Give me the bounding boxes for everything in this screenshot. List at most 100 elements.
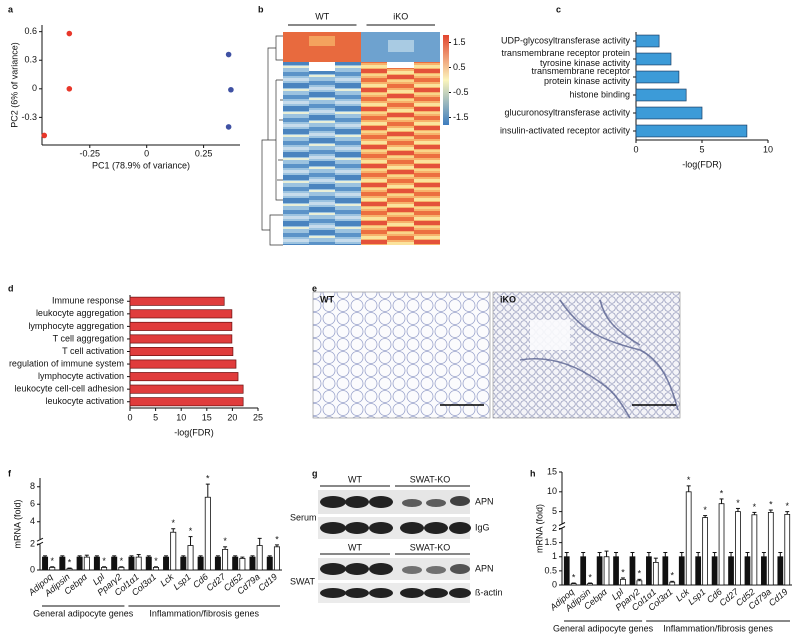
significance-mark: * <box>588 572 592 582</box>
x-axis-label: PC1 (78.9% of variance) <box>92 160 190 170</box>
group-label: Inflammation/fibrosis genes <box>149 608 259 618</box>
y-tick-label: 15 <box>547 466 557 476</box>
row-label: SWAT <box>290 576 315 586</box>
significance-mark: * <box>189 526 193 536</box>
bar <box>129 372 239 382</box>
bar <box>603 556 610 586</box>
x-axis-label: -log(FDR) <box>682 159 722 169</box>
bar <box>735 511 741 586</box>
band-label: ß-actin <box>475 587 503 597</box>
row-label: Serum <box>290 512 317 522</box>
bar <box>83 556 90 571</box>
significance-mark: * <box>120 556 124 566</box>
bar <box>635 88 687 102</box>
group-label: iKO <box>393 11 408 21</box>
group-label: WT <box>348 474 362 484</box>
bar <box>635 34 660 48</box>
bar <box>702 517 708 586</box>
bar <box>695 556 702 586</box>
y-tick-label: 0.6 <box>24 26 37 36</box>
bar <box>145 556 152 571</box>
panel-label: f <box>8 468 12 478</box>
bar <box>135 556 142 571</box>
group-label: SWAT-KO <box>410 474 451 484</box>
image-label: WT <box>320 294 334 304</box>
colorbar <box>443 35 449 125</box>
bar <box>129 321 233 331</box>
significance-mark: * <box>50 556 54 566</box>
group-label: WT <box>348 542 362 552</box>
bar <box>635 106 703 120</box>
point <box>66 86 73 92</box>
bar <box>718 503 725 586</box>
bar <box>587 583 593 586</box>
image-label: iKO <box>500 294 516 304</box>
significance-mark: * <box>670 571 674 581</box>
y-tick-label: 1 <box>552 551 557 561</box>
y-tick-label: 0.5 <box>544 565 557 575</box>
point <box>225 124 232 130</box>
point <box>41 132 48 139</box>
category-label: lymphocyte aggregation <box>28 321 124 331</box>
category-label: leukocyte activation <box>45 396 124 406</box>
significance-mark: * <box>572 572 576 582</box>
histology-images: WT iKO <box>312 291 681 419</box>
y-tick-label: 2 <box>30 539 35 549</box>
bar <box>635 124 748 138</box>
category-label: insulin-activated receptor activity <box>500 125 631 135</box>
category-label: Lsp1 <box>171 572 192 592</box>
bar <box>180 556 187 571</box>
axis-break <box>558 522 566 526</box>
point <box>225 51 232 58</box>
western-blots: g WT SWAT-KO APN IgG Serum WT SWAT-KO AP… <box>290 468 503 603</box>
bar <box>580 556 587 586</box>
x-tick-label: 0 <box>633 144 638 154</box>
bar <box>777 556 784 586</box>
category-label: Cd19 <box>256 572 279 593</box>
colorbar-tick-label: -0.5 <box>453 87 469 97</box>
colorbar-tick-label: 0.5 <box>453 62 466 72</box>
y-tick-label: 0.3 <box>24 55 37 65</box>
group-label: General adipocyte genes <box>553 623 654 633</box>
bar <box>613 556 619 586</box>
heatmap-body <box>261 32 440 254</box>
significance-mark: * <box>102 556 106 566</box>
y-tick-label: 0 <box>30 564 35 574</box>
bar <box>152 567 159 571</box>
y-axis-label: mRNA (fold) <box>534 504 544 553</box>
bar <box>646 556 652 586</box>
band-label: APN <box>475 563 494 573</box>
bar <box>570 583 577 586</box>
panel-label: c <box>556 4 561 14</box>
y-tick-label: 5 <box>552 506 557 516</box>
bar <box>761 556 767 586</box>
bar <box>222 548 229 571</box>
category-label: glucuronosyltransferase activity <box>504 107 630 117</box>
significance-mark: * <box>785 501 789 511</box>
bar <box>249 556 256 571</box>
significance-mark: * <box>621 567 625 577</box>
category-label: leukocyte cell-cell adhesion <box>14 384 124 394</box>
bar <box>197 556 204 571</box>
x-tick-label: 0 <box>127 412 132 422</box>
colorbar-tick-label: 1.5 <box>453 37 466 47</box>
bar <box>214 556 221 571</box>
y-tick-label: 2 <box>552 523 557 533</box>
y-axis-label: mRNA (fold) <box>12 499 22 548</box>
y-tick-label: 1.5 <box>544 537 557 547</box>
x-tick-label: -0.25 <box>80 148 101 158</box>
y-tick-label: 8 <box>30 481 35 491</box>
point <box>228 86 234 93</box>
bar <box>129 359 237 369</box>
category-label: Cd19 <box>767 587 790 608</box>
significance-mark: * <box>769 499 773 509</box>
x-tick-label: 5 <box>699 144 704 154</box>
category-label: T cell activation <box>62 346 124 356</box>
bar <box>66 568 73 571</box>
bar <box>563 556 570 586</box>
y-axis-label: PC2 (6% of variance) <box>9 42 19 128</box>
bar <box>204 496 211 571</box>
bar <box>129 397 244 407</box>
bar <box>751 514 758 586</box>
